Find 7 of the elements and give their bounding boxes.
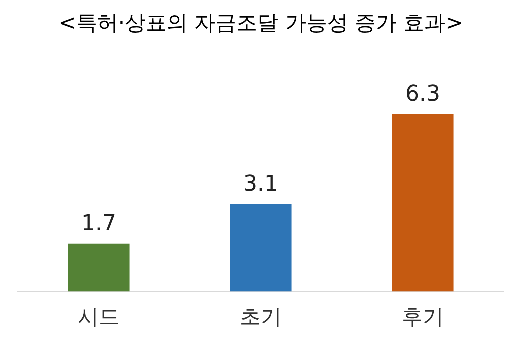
data-label: 3.1 [244, 172, 278, 198]
data-label: 1.7 [82, 212, 116, 237]
data-label: 6.3 [406, 82, 440, 108]
x-tick-label: 후기 [402, 304, 444, 329]
chart-title: <특허·상표의 자금조달 가능성 증가 효과> [58, 11, 464, 36]
x-tick-label: 시드 [78, 304, 120, 329]
x-tick-label: 초기 [240, 304, 282, 329]
